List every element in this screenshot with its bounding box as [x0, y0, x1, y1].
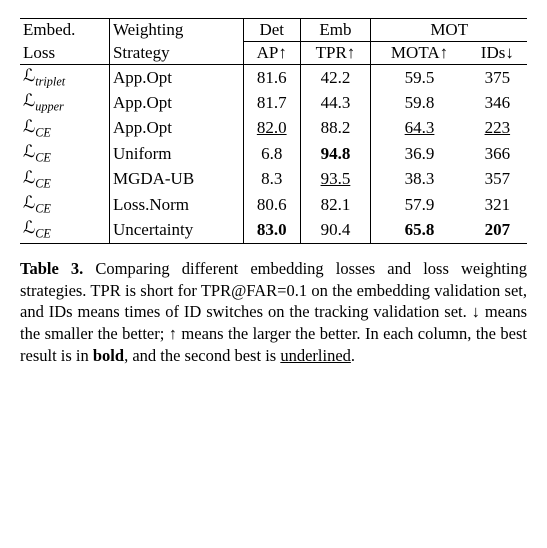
cell-ids: 366: [468, 141, 527, 166]
cell-ap: 81.6: [243, 65, 300, 91]
cell-mota: 36.9: [371, 141, 468, 166]
cell-strategy: App.Opt: [109, 90, 243, 115]
cell-tpr: 90.4: [300, 217, 371, 243]
table-caption: Table 3. Comparing different embedding l…: [20, 258, 527, 367]
cell-ids: 375: [468, 65, 527, 91]
cell-embed-loss: ℒCE: [20, 116, 109, 141]
cell-strategy: App.Opt: [109, 116, 243, 141]
cell-mota: 38.3: [371, 167, 468, 192]
cell-strategy: Loss.Norm: [109, 192, 243, 217]
cell-mota: 59.8: [371, 90, 468, 115]
cell-ids: 207: [468, 217, 527, 243]
cell-mota: 57.9: [371, 192, 468, 217]
cell-tpr: 94.8: [300, 141, 371, 166]
cell-embed-loss: ℒCE: [20, 192, 109, 217]
cell-strategy: Uniform: [109, 141, 243, 166]
cell-strategy: App.Opt: [109, 65, 243, 91]
cell-tpr: 88.2: [300, 116, 371, 141]
table-row: ℒtripletApp.Opt81.642.259.5375: [20, 65, 527, 91]
cell-ids: 321: [468, 192, 527, 217]
cell-mota: 64.3: [371, 116, 468, 141]
col-header-ap: AP↑: [243, 42, 300, 65]
col-header-ids: IDs↓: [468, 42, 527, 65]
col-header-loss: Loss: [20, 42, 109, 65]
caption-underlined-word: underlined: [280, 346, 351, 365]
table-row: ℒCEUncertainty83.090.465.8207: [20, 217, 527, 243]
col-header-embed: Embed.: [20, 19, 109, 42]
cell-embed-loss: ℒtriplet: [20, 65, 109, 91]
cell-ap: 6.8: [243, 141, 300, 166]
cell-ids: 223: [468, 116, 527, 141]
cell-embed-loss: ℒCE: [20, 167, 109, 192]
cell-ap: 82.0: [243, 116, 300, 141]
col-header-tpr: TPR↑: [300, 42, 371, 65]
cell-tpr: 93.5: [300, 167, 371, 192]
table-row: ℒCEApp.Opt82.088.264.3223: [20, 116, 527, 141]
caption-body-mid: , and the second best is: [124, 346, 280, 365]
cell-mota: 59.5: [371, 65, 468, 91]
cell-tpr: 42.2: [300, 65, 371, 91]
col-header-emb: Emb: [300, 19, 371, 42]
table-row: ℒCELoss.Norm80.682.157.9321: [20, 192, 527, 217]
col-header-mota: MOTA↑: [371, 42, 468, 65]
cell-embed-loss: ℒCE: [20, 141, 109, 166]
cell-tpr: 44.3: [300, 90, 371, 115]
caption-lead: Table 3.: [20, 259, 83, 278]
cell-embed-loss: ℒupper: [20, 90, 109, 115]
caption-body-end: .: [351, 346, 355, 365]
table-row: ℒCEMGDA-UB8.393.538.3357: [20, 167, 527, 192]
cell-ap: 8.3: [243, 167, 300, 192]
col-header-mot: MOT: [371, 19, 527, 42]
cell-strategy: Uncertainty: [109, 217, 243, 243]
caption-bold-word: bold: [93, 346, 124, 365]
cell-ids: 357: [468, 167, 527, 192]
col-header-strategy: Strategy: [109, 42, 243, 65]
cell-ids: 346: [468, 90, 527, 115]
cell-tpr: 82.1: [300, 192, 371, 217]
cell-strategy: MGDA-UB: [109, 167, 243, 192]
cell-ap: 83.0: [243, 217, 300, 243]
results-table: Embed. Weighting Det Emb MOT Loss Strate…: [20, 18, 527, 244]
cell-mota: 65.8: [371, 217, 468, 243]
cell-ap: 81.7: [243, 90, 300, 115]
col-header-det: Det: [243, 19, 300, 42]
cell-embed-loss: ℒCE: [20, 217, 109, 243]
col-header-weighting: Weighting: [109, 19, 243, 42]
cell-ap: 80.6: [243, 192, 300, 217]
table-row: ℒCEUniform6.894.836.9366: [20, 141, 527, 166]
table-row: ℒupperApp.Opt81.744.359.8346: [20, 90, 527, 115]
